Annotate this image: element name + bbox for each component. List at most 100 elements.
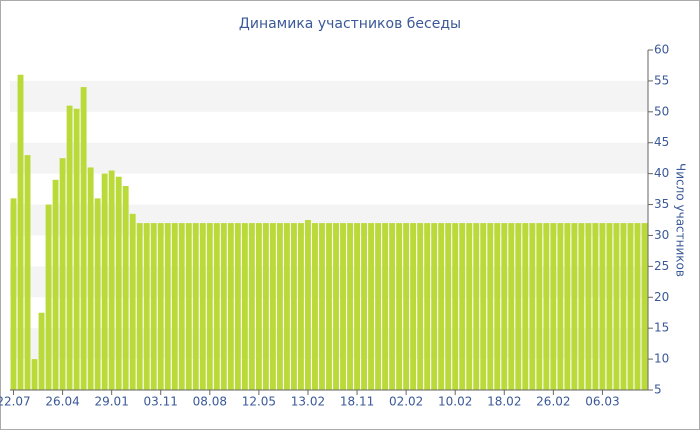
bar	[248, 223, 255, 390]
bar	[24, 155, 31, 390]
bar	[347, 223, 353, 390]
x-tick-label: 29.01	[94, 395, 128, 409]
bar	[494, 223, 501, 390]
bar	[185, 223, 192, 390]
bar	[59, 158, 66, 390]
y-tick-label: 35	[654, 197, 669, 211]
grid-band	[10, 142, 648, 174]
bar	[234, 223, 241, 390]
bar	[340, 223, 346, 390]
y-tick-label: 55	[654, 73, 669, 87]
x-tick-label: 08.08	[193, 395, 227, 409]
bar	[213, 223, 220, 390]
x-tick-label: 26.04	[45, 395, 79, 409]
bar	[473, 223, 480, 390]
bar	[129, 213, 136, 390]
x-tick-label: 13.02	[291, 395, 325, 409]
bar	[501, 223, 508, 390]
bar	[417, 223, 424, 390]
bar	[361, 223, 367, 390]
y-tick-label: 25	[654, 259, 669, 273]
x-tick-label: 06.03	[585, 395, 619, 409]
bar	[613, 223, 620, 390]
bar	[115, 176, 122, 390]
bar	[87, 167, 94, 390]
bar	[298, 223, 304, 390]
bar	[150, 223, 157, 390]
y-tick-label: 20	[654, 290, 669, 304]
bar	[45, 204, 52, 390]
x-tick-label: 18.02	[487, 395, 521, 409]
x-tick-label: 02.02	[389, 395, 423, 409]
bar	[171, 223, 178, 390]
bar	[424, 223, 431, 390]
y-tick-label: 45	[654, 135, 669, 149]
bar	[410, 223, 417, 390]
bar	[564, 223, 571, 390]
bar	[403, 223, 410, 390]
bar	[557, 223, 564, 390]
x-tick-label: 03.11	[144, 395, 178, 409]
x-tick-label: 26.02	[536, 395, 570, 409]
bar	[354, 223, 360, 390]
bar	[143, 223, 150, 390]
bar	[466, 223, 473, 390]
bar	[192, 223, 199, 390]
bar	[606, 223, 613, 390]
bar	[101, 173, 108, 390]
bar	[108, 170, 115, 390]
bar	[529, 223, 536, 390]
bar	[522, 223, 529, 390]
bar	[641, 223, 648, 390]
bar	[375, 223, 382, 390]
bar	[66, 105, 73, 391]
y-tick-label: 5	[654, 383, 662, 397]
bar	[620, 223, 627, 390]
bar	[269, 223, 276, 390]
y-tick-label: 10	[654, 352, 669, 366]
bar	[312, 223, 318, 390]
y-tick-label: 30	[654, 228, 669, 242]
chart-title: Динамика участников беседы	[239, 16, 461, 32]
bar	[571, 223, 578, 390]
bar	[326, 223, 332, 390]
bar	[634, 223, 641, 390]
bar	[480, 223, 487, 390]
bar	[157, 223, 164, 390]
bar	[199, 223, 206, 390]
bar	[178, 223, 185, 390]
bar	[164, 223, 171, 390]
bar	[73, 108, 80, 391]
bar	[305, 220, 311, 390]
bar	[438, 223, 445, 390]
bar	[578, 223, 585, 390]
x-tick-label: 10.02	[438, 395, 472, 409]
x-tick-label: 18.11	[340, 395, 374, 409]
bar	[291, 223, 297, 390]
y-tick-label: 15	[654, 321, 669, 335]
bar	[136, 223, 143, 390]
y-tick-label: 60	[654, 43, 669, 57]
y-tick-label: 50	[654, 104, 669, 118]
bar	[38, 312, 45, 390]
bar	[487, 223, 494, 390]
bar	[627, 223, 634, 390]
bar	[10, 198, 17, 390]
bar	[52, 179, 59, 390]
bar	[431, 223, 438, 390]
bar	[452, 223, 459, 390]
bar	[283, 223, 290, 390]
x-tick-label: 22.07	[0, 395, 31, 409]
bar	[585, 223, 592, 390]
bar	[599, 223, 606, 390]
bar	[543, 223, 550, 390]
bar	[227, 223, 234, 390]
bar	[220, 223, 227, 390]
bar	[389, 223, 396, 390]
grid-band	[10, 80, 648, 112]
bar	[122, 186, 129, 390]
bar	[368, 223, 375, 390]
bar	[80, 87, 87, 390]
bar	[508, 223, 515, 390]
y-tick-label: 40	[654, 166, 669, 180]
